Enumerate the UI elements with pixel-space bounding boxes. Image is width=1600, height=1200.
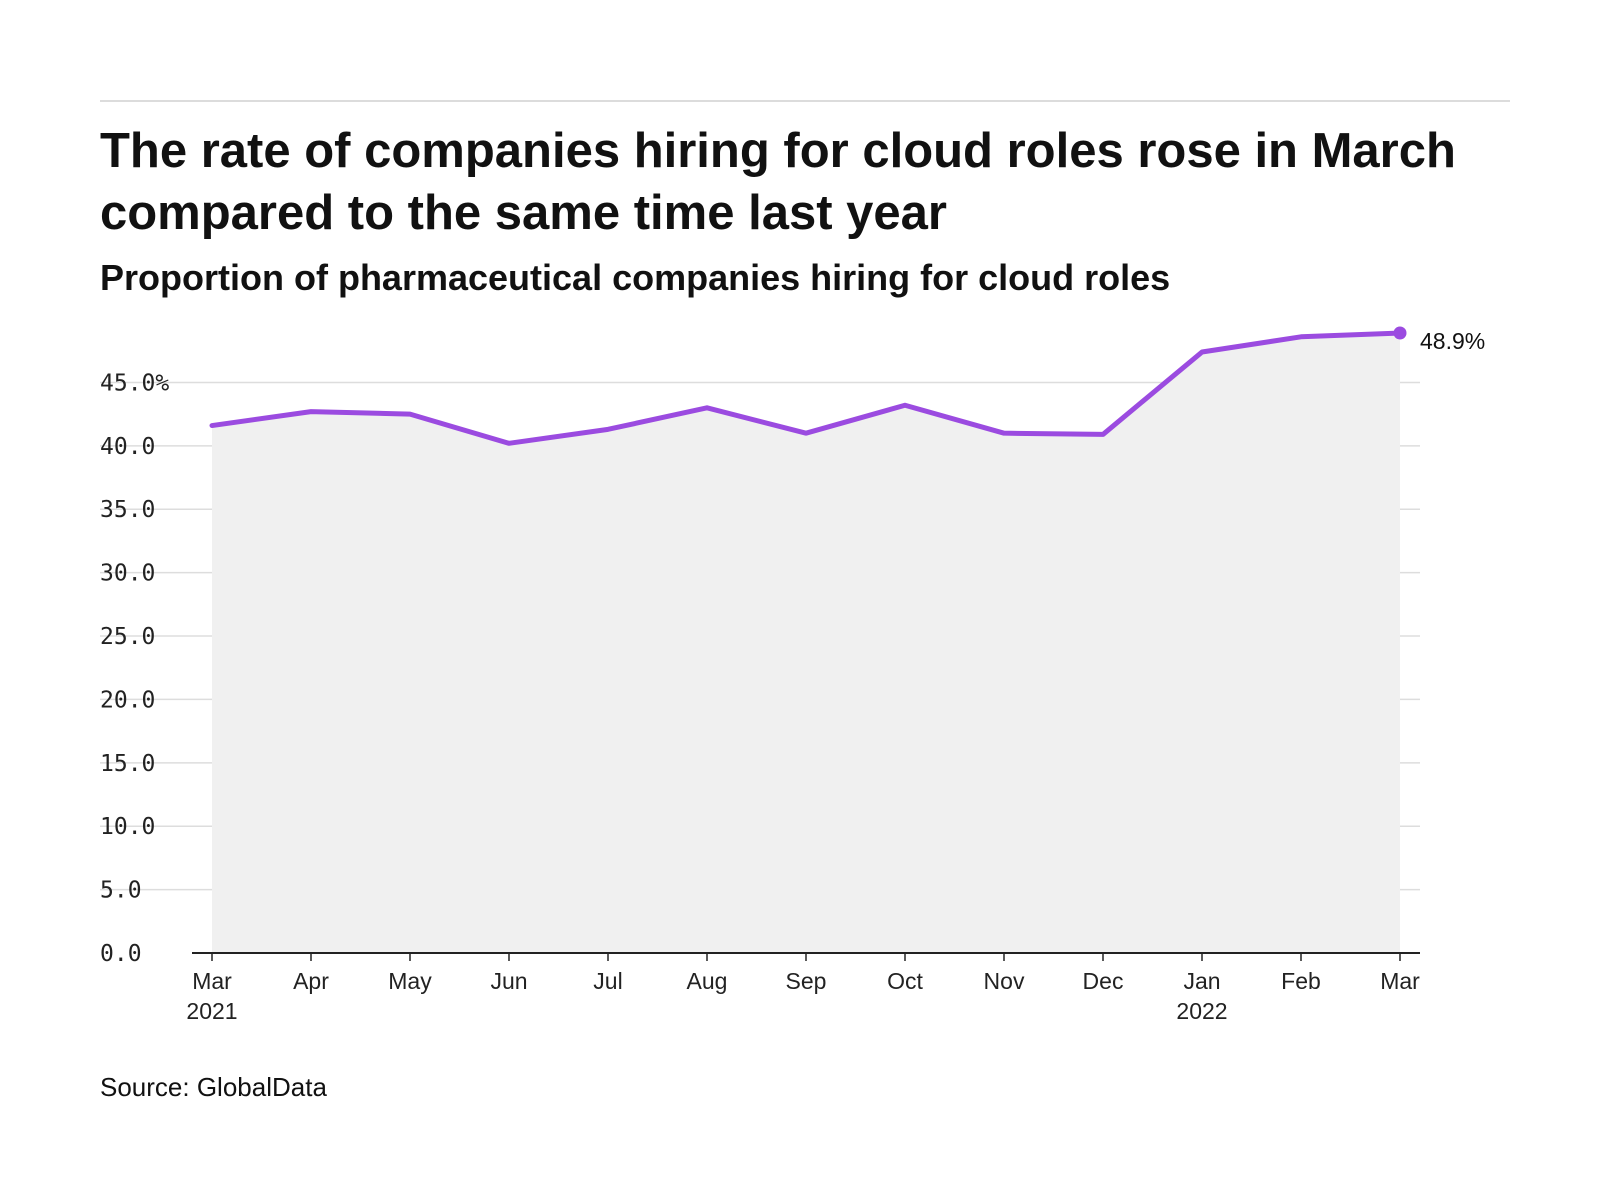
x-tick-year-label: 2021 <box>186 998 237 1024</box>
x-tick-label: Jan <box>1183 968 1220 994</box>
y-tick-label: 0.0 <box>100 941 142 967</box>
end-value-label: 48.9% <box>1420 328 1485 354</box>
chart-subtitle: Proportion of pharmaceutical companies h… <box>100 257 1171 298</box>
x-axis <box>192 952 1420 961</box>
y-tick-label: 5.0 <box>100 878 142 904</box>
line-chart: 0.05.010.015.020.025.030.035.040.045.0% … <box>100 326 1485 1024</box>
x-tick-label: Dec <box>1083 968 1124 994</box>
y-axis-labels: 0.0 5.0 10.0 15.0 20.0 25.0 30.0 35.0 40.0 45.0% <box>100 370 169 967</box>
x-tick-label: Sep <box>786 968 827 994</box>
y-tick-label: 40.0 <box>100 434 155 460</box>
x-axis-labels: Mar 2021 Apr May Jun Jul Aug Sep Oct Nov Dec Jan 202… <box>186 968 1420 1024</box>
x-tick-label: Apr <box>293 968 329 994</box>
x-tick-label: Oct <box>887 968 923 994</box>
y-tick-label: 35.0 <box>100 497 155 523</box>
chart-title: The rate of companies hiring for cloud r… <box>100 124 1456 240</box>
x-tick-label: Aug <box>687 968 728 994</box>
x-tick-label: Jun <box>490 968 527 994</box>
x-tick-label: Mar <box>1380 968 1420 994</box>
y-tick-label: 10.0 <box>100 814 155 840</box>
y-tick-label: 15.0 <box>100 751 155 777</box>
x-tick-label: Nov <box>984 968 1025 994</box>
x-tick-label: Feb <box>1281 968 1321 994</box>
area-fill <box>212 333 1400 953</box>
y-tick-label: 20.0 <box>100 687 155 713</box>
series-line <box>209 330 1403 446</box>
x-tick-label: Mar <box>192 968 232 994</box>
y-tick-label: 30.0 <box>100 561 155 587</box>
end-point-marker <box>1393 326 1407 340</box>
top-rule <box>100 100 1510 102</box>
y-tick-label: 45.0% <box>100 370 169 396</box>
source-note: Source: GlobalData <box>100 1072 327 1102</box>
x-tick-label: Jul <box>593 968 622 994</box>
x-tick-label: May <box>388 968 432 994</box>
y-tick-label: 25.0 <box>100 624 155 650</box>
x-tick-year-label: 2022 <box>1176 998 1227 1024</box>
